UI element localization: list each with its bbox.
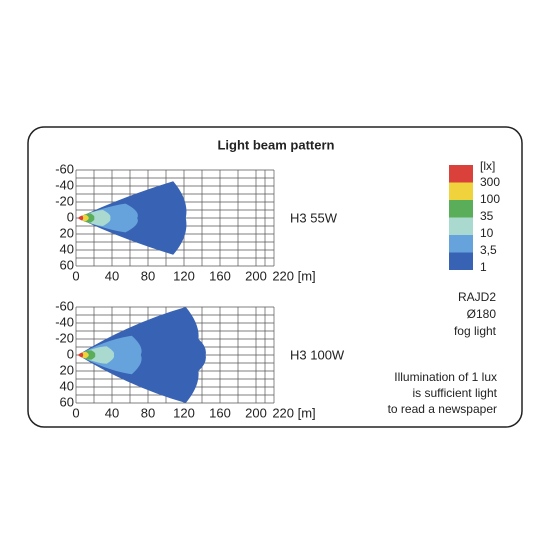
legend-swatch [449, 217, 473, 235]
y-tick-label: -60 [55, 161, 74, 176]
x-tick-label: 160 [209, 405, 231, 420]
y-tick-label: 20 [60, 362, 74, 377]
legend-level: 3,5 [480, 243, 497, 257]
x-tick-label: 200 [245, 405, 267, 420]
legend-level: 1 [480, 260, 487, 274]
y-tick-label: -20 [55, 330, 74, 345]
x-tick-label: 80 [141, 268, 155, 283]
x-tick-label: 40 [105, 268, 119, 283]
note-line: is sufficient light [413, 386, 498, 400]
legend-swatch [449, 235, 473, 253]
x-tick-label: 160 [209, 268, 231, 283]
y-tick-label: -60 [55, 298, 74, 313]
y-tick-label: 20 [60, 225, 74, 240]
x-tick-label: 120 [173, 268, 195, 283]
x-tick-label: 220 [m] [272, 268, 315, 283]
x-tick-label: 0 [72, 405, 79, 420]
x-tick-label: 200 [245, 268, 267, 283]
plot-label: H3 100W [290, 347, 345, 362]
legend-swatch [449, 182, 473, 200]
product-line: fog light [454, 324, 497, 338]
x-tick-label: 80 [141, 405, 155, 420]
x-tick-label: 40 [105, 405, 119, 420]
y-tick-label: -40 [55, 314, 74, 329]
beam-55w [77, 181, 187, 255]
legend-swatch [449, 165, 473, 183]
beam-100w [77, 307, 206, 403]
y-tick-label: -20 [55, 193, 74, 208]
legend-unit: [lx] [480, 159, 495, 173]
x-tick-label: 120 [173, 405, 195, 420]
legend-level: 35 [480, 209, 494, 223]
y-tick-label: 40 [60, 241, 74, 256]
product-line: RAJD2 [458, 290, 496, 304]
y-tick-label: 40 [60, 378, 74, 393]
legend-level: 300 [480, 175, 500, 189]
title: Light beam pattern [217, 137, 334, 152]
y-tick-label: 0 [67, 209, 74, 224]
y-tick-label: -40 [55, 177, 74, 192]
plot-label: H3 55W [290, 210, 338, 225]
note-line: to read a newspaper [388, 402, 497, 416]
legend-swatch [449, 252, 473, 270]
legend-swatch [449, 200, 473, 218]
y-tick-label: 60 [60, 257, 74, 272]
y-tick-label: 60 [60, 394, 74, 409]
legend-level: 10 [480, 226, 494, 240]
y-tick-label: 0 [67, 346, 74, 361]
note-line: Illumination of 1 lux [394, 370, 497, 384]
x-tick-label: 220 [m] [272, 405, 315, 420]
x-tick-label: 0 [72, 268, 79, 283]
legend-level: 100 [480, 192, 500, 206]
product-line: Ø180 [467, 307, 497, 321]
